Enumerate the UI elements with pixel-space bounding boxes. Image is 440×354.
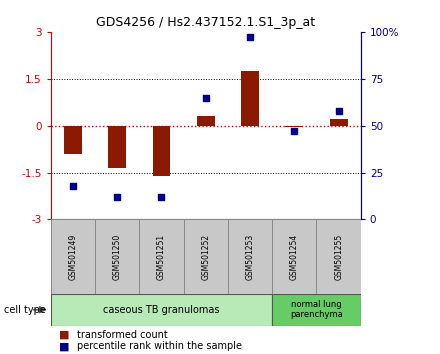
- Bar: [183, 219, 228, 294]
- Point: [114, 194, 121, 200]
- Bar: [316, 219, 361, 294]
- Text: GSM501252: GSM501252: [201, 234, 210, 280]
- Text: GSM501255: GSM501255: [334, 234, 343, 280]
- Bar: [51, 219, 95, 294]
- Bar: [197, 116, 215, 126]
- Bar: [228, 219, 272, 294]
- Point: [158, 194, 165, 200]
- Title: GDS4256 / Hs2.437152.1.S1_3p_at: GDS4256 / Hs2.437152.1.S1_3p_at: [96, 16, 315, 29]
- Text: percentile rank within the sample: percentile rank within the sample: [77, 341, 242, 351]
- Bar: [139, 219, 183, 294]
- Bar: [272, 219, 316, 294]
- Text: ■: ■: [59, 341, 70, 351]
- Point: [335, 108, 342, 114]
- Point: [291, 129, 298, 134]
- Text: GSM501254: GSM501254: [290, 234, 299, 280]
- Point: [246, 35, 253, 40]
- Text: GSM501253: GSM501253: [246, 234, 254, 280]
- Text: cell type: cell type: [4, 305, 46, 315]
- Text: ■: ■: [59, 330, 70, 339]
- Text: GSM501250: GSM501250: [113, 234, 121, 280]
- Point: [69, 183, 76, 189]
- Point: [202, 95, 209, 101]
- Bar: [51, 294, 272, 326]
- Text: GSM501249: GSM501249: [68, 234, 77, 280]
- Bar: [64, 126, 82, 154]
- Bar: [286, 126, 303, 127]
- Bar: [95, 219, 139, 294]
- Bar: [108, 126, 126, 168]
- Bar: [153, 126, 170, 176]
- Text: caseous TB granulomas: caseous TB granulomas: [103, 305, 220, 315]
- Text: normal lung
parenchyma: normal lung parenchyma: [290, 300, 343, 319]
- Bar: [330, 119, 348, 126]
- Bar: [272, 294, 361, 326]
- Text: GSM501251: GSM501251: [157, 234, 166, 280]
- Text: transformed count: transformed count: [77, 330, 168, 339]
- Bar: [241, 71, 259, 126]
